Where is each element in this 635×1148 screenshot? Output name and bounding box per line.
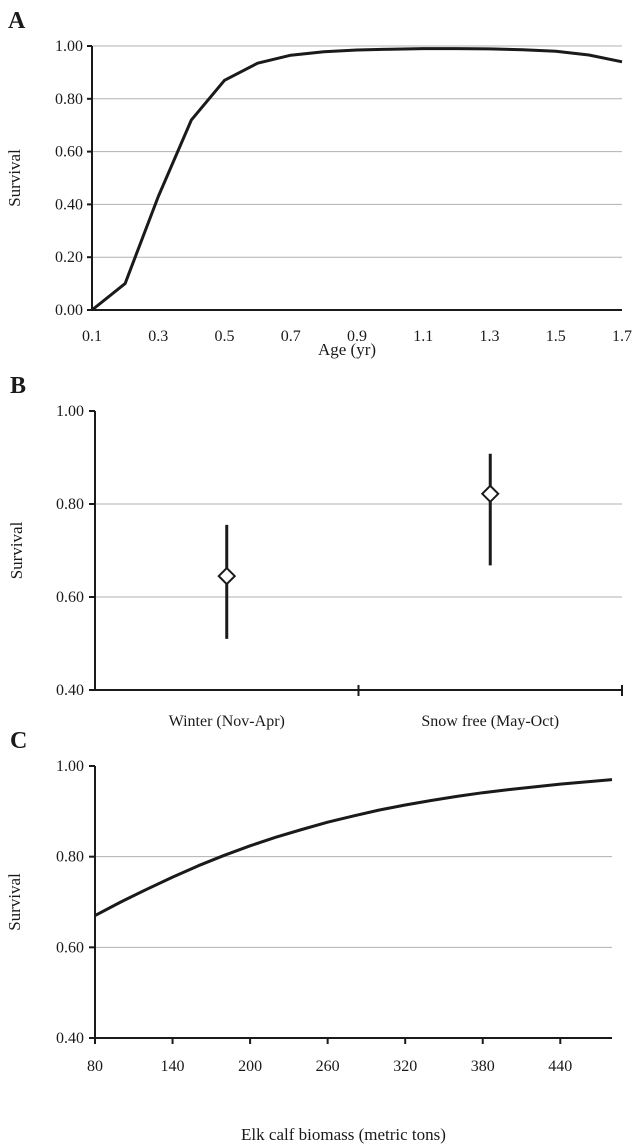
panel-c-y-axis-label: Survival: [5, 873, 24, 931]
panel-a-x-tick-label: 1.3: [480, 328, 500, 345]
panel-c-y-tick-label: 0.40: [56, 1030, 84, 1047]
panel-a-y-tick-label: 0.20: [55, 249, 83, 266]
panel-c-survival-curve: [95, 780, 612, 916]
panel-b-y-tick-label: 0.60: [56, 589, 84, 606]
panel-a-x-axis-label: Age (yr): [318, 340, 376, 359]
panel-c-y-tick-label: 1.00: [56, 758, 84, 775]
panel-c-x-axis-label: Elk calf biomass (metric tons): [241, 1125, 446, 1144]
panel-a-x-tick-label: 1.1: [413, 328, 433, 345]
panel-b-point-marker: [219, 568, 235, 584]
panel-c-x-tick-label: 200: [238, 1058, 262, 1075]
panel-a-x-tick-label: 0.5: [215, 328, 235, 345]
panel-c-x-tick-label: 320: [393, 1058, 417, 1075]
panel-c-x-tick-label: 140: [161, 1058, 185, 1075]
panel-a-letter: A: [8, 8, 26, 34]
panel-a-x-tick-label: 1.5: [546, 328, 566, 345]
panel-b-y-axis-label: Survival: [7, 521, 26, 579]
panel-c-letter: C: [10, 728, 27, 754]
panel-b-category-label: Winter (Nov-Apr): [169, 713, 285, 730]
panel-a-y-tick-label: 1.00: [55, 38, 83, 55]
panel-a-y-tick-label: 0.40: [55, 196, 83, 213]
panel-a-x-tick-label: 1.7: [612, 328, 632, 345]
panel-b-y-tick-label: 1.00: [56, 403, 84, 420]
panel-c-x-tick-label: 260: [316, 1058, 340, 1075]
panel-c-x-tick-label: 380: [471, 1058, 495, 1075]
panel-b-letter: B: [10, 373, 26, 399]
panel-a-x-tick-label: 0.3: [148, 328, 168, 345]
panel-c-x-tick-label: 80: [87, 1058, 103, 1075]
panel-a-x-tick-label: 0.1: [82, 328, 102, 345]
panel-a-y-axis-label: Survival: [5, 149, 24, 207]
panel-a-y-tick-label: 0.60: [55, 144, 83, 161]
panel-a-y-tick-label: 0.00: [55, 302, 83, 319]
panel-c-y-tick-label: 0.60: [56, 939, 84, 956]
panel-c-y-tick-label: 0.80: [56, 849, 84, 866]
panel-c-x-tick-label: 440: [548, 1058, 572, 1075]
panel-b-category-label: Snow free (May-Oct): [421, 713, 559, 730]
panel-b-point-marker: [482, 486, 498, 502]
panel-b-y-tick-label: 0.40: [56, 682, 84, 699]
panel-a-y-tick-label: 0.80: [55, 91, 83, 108]
panel-b-y-tick-label: 0.80: [56, 496, 84, 513]
panel-a-survival-curve: [92, 49, 622, 310]
panel-a-x-tick-label: 0.7: [281, 328, 301, 345]
